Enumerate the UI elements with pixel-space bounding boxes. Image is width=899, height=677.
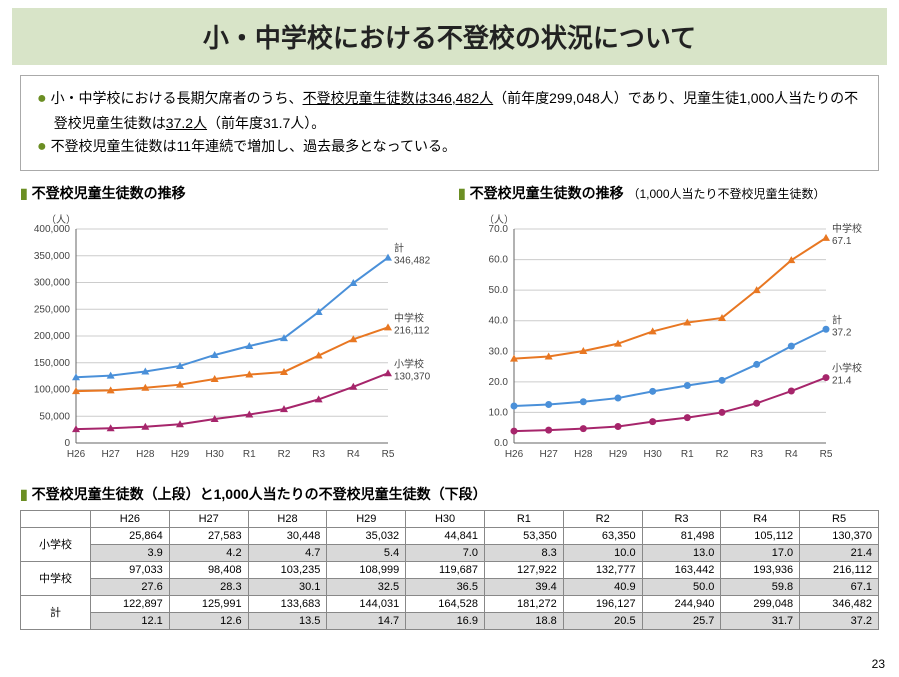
summary-line-2: ● 不登校児童生徒数は11年連続で増加し、過去最多となっている。 bbox=[37, 134, 862, 160]
page-title: 小・中学校における不登校の状況について bbox=[12, 18, 887, 55]
svg-text:40.0: 40.0 bbox=[489, 315, 509, 326]
chart-2-title: ▮ 不登校児童生徒数の推移 （1,000人当たり不登校児童生徒数） bbox=[458, 183, 888, 203]
svg-text:30.0: 30.0 bbox=[489, 346, 509, 357]
summary-line-1: ● 小・中学校における長期欠席者のうち、不登校児童生徒数は346,482人（前年… bbox=[37, 86, 862, 134]
svg-text:H27: H27 bbox=[101, 449, 120, 460]
svg-text:（人）: （人） bbox=[484, 214, 514, 226]
svg-text:H30: H30 bbox=[643, 449, 662, 460]
svg-text:R2: R2 bbox=[278, 449, 291, 460]
title-bar: 小・中学校における不登校の状況について bbox=[12, 8, 887, 65]
svg-text:300,000: 300,000 bbox=[34, 277, 71, 288]
svg-text:計: 計 bbox=[394, 241, 404, 254]
svg-text:小学校: 小学校 bbox=[832, 361, 862, 374]
svg-text:R1: R1 bbox=[681, 449, 694, 460]
svg-text:10.0: 10.0 bbox=[489, 407, 509, 418]
svg-text:100,000: 100,000 bbox=[34, 384, 71, 395]
svg-text:60.0: 60.0 bbox=[489, 254, 509, 265]
svg-text:H30: H30 bbox=[205, 449, 224, 460]
svg-text:216,112: 216,112 bbox=[394, 325, 430, 336]
svg-text:H26: H26 bbox=[67, 449, 86, 460]
svg-text:R4: R4 bbox=[785, 449, 798, 460]
svg-text:小学校: 小学校 bbox=[394, 357, 424, 370]
svg-text:350,000: 350,000 bbox=[34, 250, 71, 261]
svg-text:中学校: 中学校 bbox=[832, 221, 862, 234]
svg-text:（人）: （人） bbox=[46, 214, 76, 226]
svg-text:H28: H28 bbox=[574, 449, 593, 460]
svg-text:130,370: 130,370 bbox=[394, 371, 431, 382]
svg-text:R2: R2 bbox=[716, 449, 729, 460]
table-title: ▮ 不登校児童生徒数（上段）と1,000人当たりの不登校児童生徒数（下段） bbox=[20, 484, 879, 504]
svg-text:R5: R5 bbox=[820, 449, 833, 460]
svg-text:H27: H27 bbox=[539, 449, 558, 460]
svg-text:H26: H26 bbox=[505, 449, 524, 460]
data-table: H26H27H28H29H30R1R2R3R4R5小学校25,86427,583… bbox=[20, 510, 879, 630]
svg-text:50,000: 50,000 bbox=[39, 411, 70, 422]
svg-text:67.1: 67.1 bbox=[832, 235, 852, 246]
svg-text:0.0: 0.0 bbox=[494, 438, 508, 449]
svg-text:200,000: 200,000 bbox=[34, 331, 71, 342]
bullet-icon: ● bbox=[37, 138, 47, 155]
svg-text:50.0: 50.0 bbox=[489, 285, 509, 296]
svg-text:0: 0 bbox=[64, 438, 70, 449]
summary-box: ● 小・中学校における長期欠席者のうち、不登校児童生徒数は346,482人（前年… bbox=[20, 75, 879, 171]
svg-text:R5: R5 bbox=[382, 449, 395, 460]
svg-text:R4: R4 bbox=[347, 449, 360, 460]
chart-2-wrapper: ▮ 不登校児童生徒数の推移 （1,000人当たり不登校児童生徒数） 0.0 10.… bbox=[458, 183, 888, 472]
svg-text:250,000: 250,000 bbox=[34, 304, 71, 315]
svg-text:中学校: 中学校 bbox=[394, 311, 424, 324]
svg-text:R1: R1 bbox=[243, 449, 256, 460]
bullet-icon: ● bbox=[37, 90, 47, 107]
page-number: 23 bbox=[872, 657, 885, 671]
svg-text:R3: R3 bbox=[312, 449, 325, 460]
svg-text:H29: H29 bbox=[171, 449, 190, 460]
chart-1-title: ▮ 不登校児童生徒数の推移 bbox=[20, 183, 450, 203]
svg-text:346,482: 346,482 bbox=[394, 255, 431, 266]
svg-text:H28: H28 bbox=[136, 449, 155, 460]
chart-2: 0.010.020.030.040.050.060.070.0H26H27H28… bbox=[458, 207, 888, 467]
chart-1: 0 50,000 100,000 150,000 200,000 250,000 300,0… bbox=[20, 207, 450, 467]
svg-text:R3: R3 bbox=[750, 449, 763, 460]
svg-text:21.4: 21.4 bbox=[832, 375, 852, 386]
svg-text:H29: H29 bbox=[609, 449, 628, 460]
svg-text:計: 計 bbox=[832, 313, 842, 326]
svg-text:37.2: 37.2 bbox=[832, 327, 852, 338]
svg-text:150,000: 150,000 bbox=[34, 357, 71, 368]
charts-row: ▮ 不登校児童生徒数の推移 0 50,000 100,000 150,000 200,0… bbox=[20, 183, 879, 472]
svg-text:20.0: 20.0 bbox=[489, 376, 509, 387]
chart-1-wrapper: ▮ 不登校児童生徒数の推移 0 50,000 100,000 150,000 200,0… bbox=[20, 183, 450, 472]
